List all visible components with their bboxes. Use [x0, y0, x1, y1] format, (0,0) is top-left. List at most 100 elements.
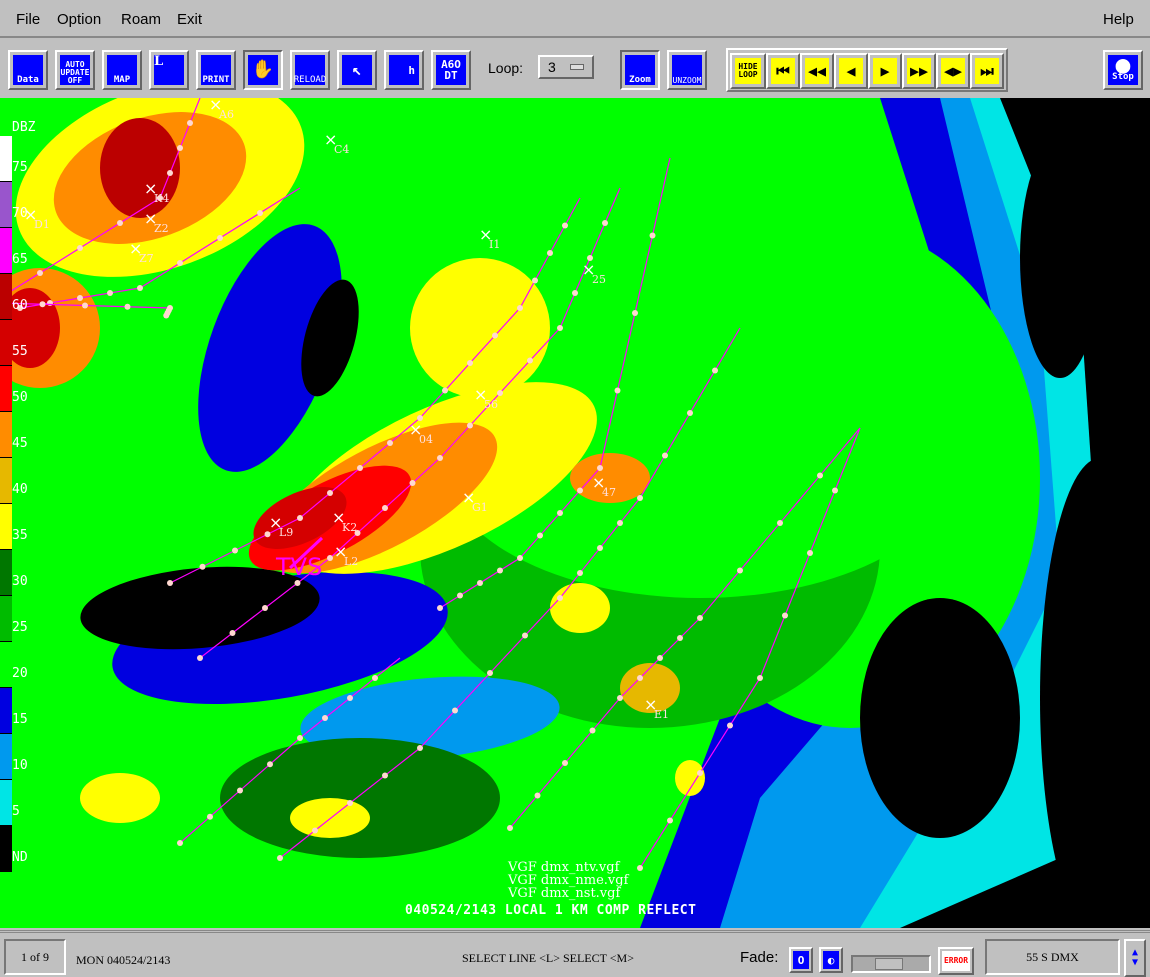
track-point	[562, 222, 568, 229]
loop-select[interactable]: 3	[538, 55, 594, 79]
track-point	[477, 580, 483, 586]
track-point	[637, 675, 643, 681]
loop-forward-button[interactable]: ▶	[868, 53, 902, 89]
first-frame-button[interactable]: ⏮	[766, 53, 800, 89]
loop-backward-button[interactable]: ◀	[834, 53, 868, 89]
echo-region	[80, 566, 320, 650]
roam-button[interactable]: ✋	[243, 50, 283, 90]
step-forward-button[interactable]: ▶▶	[902, 53, 936, 89]
track-point	[199, 563, 206, 570]
track-point	[207, 813, 213, 820]
legend-swatch	[0, 366, 12, 412]
track-point	[354, 530, 361, 536]
legend-label: 75	[12, 160, 28, 175]
track-point	[264, 531, 271, 538]
menu-file[interactable]: File	[16, 11, 41, 28]
fade-slider[interactable]	[851, 955, 931, 973]
error-button[interactable]: ERROR	[938, 947, 974, 975]
reload-button[interactable]: RELOAD	[290, 50, 330, 90]
track-point	[547, 250, 553, 256]
storm-cell-marker[interactable]: ×K2	[332, 508, 357, 534]
cross-section-button[interactable]: h	[384, 50, 424, 90]
echo-region	[570, 453, 650, 503]
vgf-file-label: VGF dmx_nst.vgf	[508, 886, 621, 901]
play-icon: ▶	[873, 58, 897, 84]
legend-label: 20	[12, 666, 28, 681]
rock-icon: ◀▶	[941, 58, 965, 84]
echo-region	[1020, 138, 1100, 378]
stop-label: Stop	[1112, 71, 1134, 82]
menu-roam[interactable]: Roam	[121, 11, 162, 28]
track-point	[187, 120, 193, 126]
storm-cell-marker[interactable]: ×04	[409, 420, 433, 446]
storm-cell-marker[interactable]: ×L9	[269, 513, 293, 539]
track-point	[322, 715, 328, 721]
legend-label: 65	[12, 252, 28, 267]
storm-cell-marker[interactable]: ×K4	[144, 179, 169, 205]
storm-cell-label: I1	[489, 238, 500, 251]
storm-cell-marker[interactable]: ×47	[592, 473, 616, 499]
loop-label: Loop:	[488, 60, 524, 76]
track-point	[507, 825, 513, 831]
map-button[interactable]: MAP	[102, 50, 142, 90]
rock-loop-button[interactable]: ◀▶	[936, 53, 970, 89]
echo-region	[0, 288, 60, 368]
auto-update-button[interactable]: AUTO UPDATE OFF	[55, 50, 95, 90]
track-point	[832, 487, 838, 494]
cursor-button[interactable]: ↖	[337, 50, 377, 90]
data-button[interactable]: Data	[8, 50, 48, 90]
legend-swatch	[0, 320, 12, 366]
cell-x-icon: ×	[474, 385, 487, 404]
storm-cell-marker[interactable]: ×Z2	[144, 209, 169, 235]
legend-swatch	[0, 228, 12, 274]
text-button[interactable]: A6O DT	[431, 50, 471, 90]
track-point	[437, 455, 443, 461]
legend-swatch	[0, 688, 12, 734]
fade-left-button[interactable]: O	[789, 947, 813, 973]
unzoom-button[interactable]: UNZOOM	[667, 50, 707, 90]
track-point	[262, 605, 268, 611]
legend-swatch	[0, 458, 12, 504]
track-point	[387, 440, 393, 446]
menu-help[interactable]: Help	[1103, 11, 1134, 28]
track-point	[657, 655, 663, 661]
track-point	[807, 550, 813, 556]
fade-slider-thumb[interactable]	[875, 958, 903, 970]
storm-cell-marker[interactable]: ×L2	[334, 542, 358, 568]
radar-map[interactable]: × A6 × C4 × K4 × Z2 × Z7 × I1 × 25 × 56 × 04 × G1 × L9 × K2 × L2 ×…	[0, 98, 1150, 928]
track-point	[597, 545, 603, 551]
track-point	[757, 675, 763, 681]
storm-cell-marker[interactable]: ×D1	[24, 205, 50, 231]
storm-cell-marker[interactable]: ×A6	[209, 98, 234, 121]
hide-loop-button[interactable]: HIDE LOOP	[730, 53, 766, 89]
storm-cell-marker[interactable]: ×Z7	[129, 239, 154, 265]
storm-cell-marker[interactable]: ×E1	[644, 695, 669, 721]
up-down-arrow-icon: ▲ ▼	[1127, 942, 1143, 974]
storm-cell-marker[interactable]: ×25	[582, 260, 606, 286]
step-back-button[interactable]: ◀◀	[800, 53, 834, 89]
circle-icon: O	[793, 951, 809, 969]
storm-cell-marker[interactable]: ×I1	[479, 225, 500, 251]
scroll-arrows[interactable]: ▲ ▼	[1124, 939, 1146, 977]
echo-region	[301, 279, 359, 397]
cell-x-icon: ×	[269, 513, 282, 532]
track-point	[437, 605, 443, 611]
locator-button[interactable]: L	[149, 50, 189, 90]
print-button[interactable]: PRINT	[196, 50, 236, 90]
menu-exit[interactable]: Exit	[177, 11, 203, 28]
menu-option[interactable]: Option	[57, 11, 102, 28]
track-point	[577, 570, 583, 576]
last-frame-button[interactable]: ⏭	[970, 53, 1004, 89]
cell-x-icon: ×	[334, 542, 347, 561]
storm-cell-label: D1	[34, 218, 50, 231]
zoom-button[interactable]: Zoom	[620, 50, 660, 90]
stop-button[interactable]: ⬤ Stop	[1103, 50, 1143, 90]
storm-cell-marker[interactable]: ×G1	[462, 488, 488, 514]
storm-cell-marker[interactable]: ×56	[474, 385, 498, 411]
track-point	[649, 232, 656, 239]
track-point	[497, 390, 503, 396]
fade-right-button[interactable]: ◐	[819, 947, 843, 973]
legend-label: 30	[12, 574, 28, 589]
storm-cell-marker[interactable]: ×C4	[324, 130, 349, 156]
echo-region	[675, 760, 705, 796]
